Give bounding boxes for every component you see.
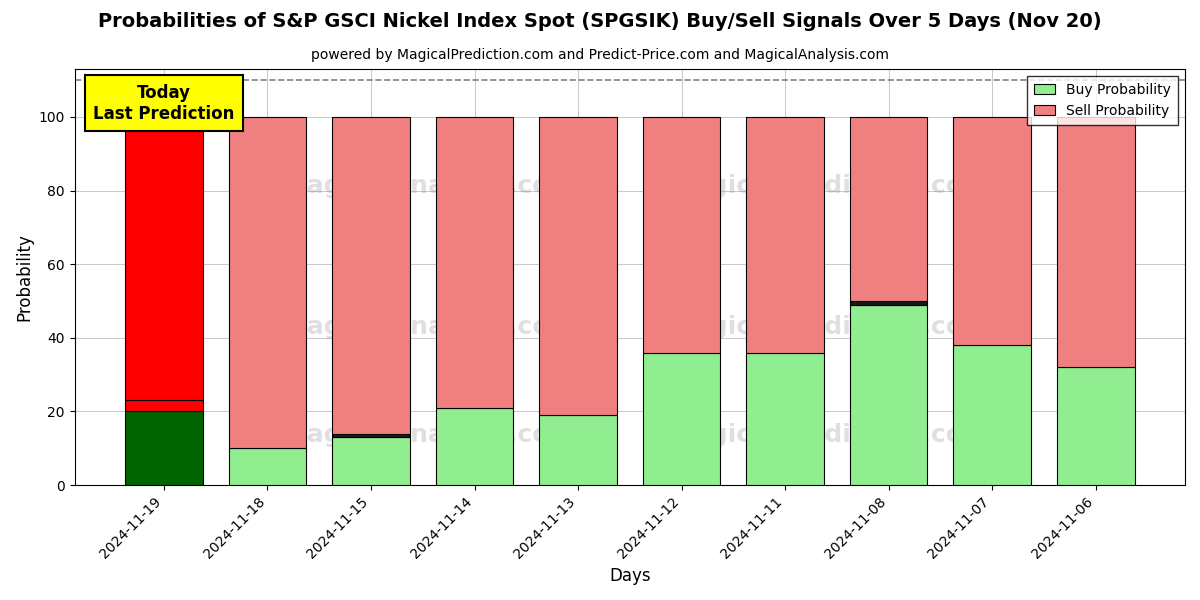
Text: MagicalAnalysis.com: MagicalAnalysis.com — [283, 315, 577, 339]
Bar — [643, 353, 720, 485]
Text: MagicalPrediction.com: MagicalPrediction.com — [670, 315, 990, 339]
Bar — [436, 117, 514, 408]
Bar — [332, 437, 410, 485]
Bar — [125, 412, 203, 485]
Legend: Buy Probability, Sell Probability: Buy Probability, Sell Probability — [1027, 76, 1178, 125]
Y-axis label: Probability: Probability — [16, 233, 34, 321]
Bar — [125, 117, 203, 400]
Bar — [1057, 367, 1134, 485]
Text: MagicalAnalysis.com: MagicalAnalysis.com — [283, 173, 577, 197]
Text: MagicalPrediction.com: MagicalPrediction.com — [670, 173, 990, 197]
Bar — [746, 117, 824, 353]
Bar — [953, 117, 1031, 345]
Text: MagicalPrediction.com: MagicalPrediction.com — [670, 423, 990, 447]
Bar — [850, 117, 928, 301]
Bar — [850, 301, 928, 305]
Bar — [643, 117, 720, 353]
Bar — [850, 305, 928, 485]
Text: powered by MagicalPrediction.com and Predict-Price.com and MagicalAnalysis.com: powered by MagicalPrediction.com and Pre… — [311, 48, 889, 62]
Text: Today
Last Prediction: Today Last Prediction — [94, 84, 235, 122]
Bar — [1057, 117, 1134, 367]
X-axis label: Days: Days — [610, 567, 650, 585]
Text: MagicalAnalysis.com: MagicalAnalysis.com — [283, 423, 577, 447]
Bar — [539, 415, 617, 485]
Bar — [229, 448, 306, 485]
Bar — [953, 345, 1031, 485]
Bar — [746, 353, 824, 485]
Bar — [229, 117, 306, 448]
Bar — [125, 400, 203, 412]
Bar — [436, 408, 514, 485]
Bar — [539, 117, 617, 415]
Bar — [332, 117, 410, 434]
Bar — [332, 434, 410, 437]
Text: Probabilities of S&P GSCI Nickel Index Spot (SPGSIK) Buy/Sell Signals Over 5 Day: Probabilities of S&P GSCI Nickel Index S… — [98, 12, 1102, 31]
